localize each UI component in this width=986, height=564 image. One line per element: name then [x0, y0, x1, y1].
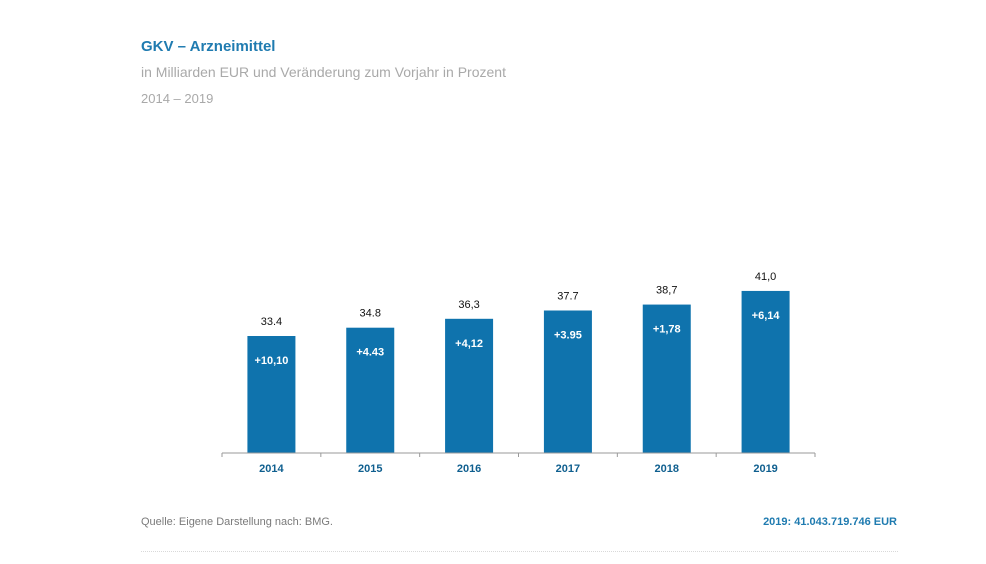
- change-label-2017: +3.95: [554, 330, 582, 342]
- change-label-2018: +1,78: [653, 324, 681, 336]
- bar-2017: [543, 310, 592, 453]
- value-label-2019: 41,0: [755, 271, 776, 283]
- change-label-2016: +4,12: [455, 338, 483, 350]
- x-tick-label-2018: 2018: [655, 463, 679, 475]
- value-label-2016: 36,3: [458, 299, 479, 311]
- total-note: 2019: 41.043.719.746 EUR: [763, 516, 897, 528]
- change-label-2019: +6,14: [752, 310, 781, 322]
- chart-subtitle: in Milliarden EUR und Veränderung zum Vo…: [141, 64, 506, 80]
- bar-2015: [346, 327, 395, 453]
- chart-period: 2014 – 2019: [141, 91, 214, 106]
- value-label-2017: 37.7: [557, 291, 578, 303]
- x-tick-label-2019: 2019: [753, 463, 777, 475]
- bottom-divider: [141, 551, 898, 552]
- bar-2016: [445, 318, 494, 453]
- value-label-2014: 33.4: [261, 316, 282, 328]
- chart-title: GKV – Arzneimittel: [141, 38, 276, 55]
- x-tick-label-2014: 2014: [259, 463, 284, 475]
- x-tick-label-2017: 2017: [556, 463, 580, 475]
- x-tick-label-2016: 2016: [457, 463, 481, 475]
- bar-2014: [247, 336, 296, 453]
- value-label-2018: 38,7: [656, 285, 677, 297]
- change-label-2014: +10,10: [254, 355, 288, 367]
- change-label-2015: +4.43: [356, 347, 384, 359]
- source-note: Quelle: Eigene Darstellung nach: BMG.: [141, 516, 333, 528]
- bar-2019: [741, 290, 790, 453]
- bar-2018: [642, 304, 691, 453]
- x-tick-label-2015: 2015: [358, 463, 382, 475]
- value-label-2015: 34.8: [360, 308, 381, 320]
